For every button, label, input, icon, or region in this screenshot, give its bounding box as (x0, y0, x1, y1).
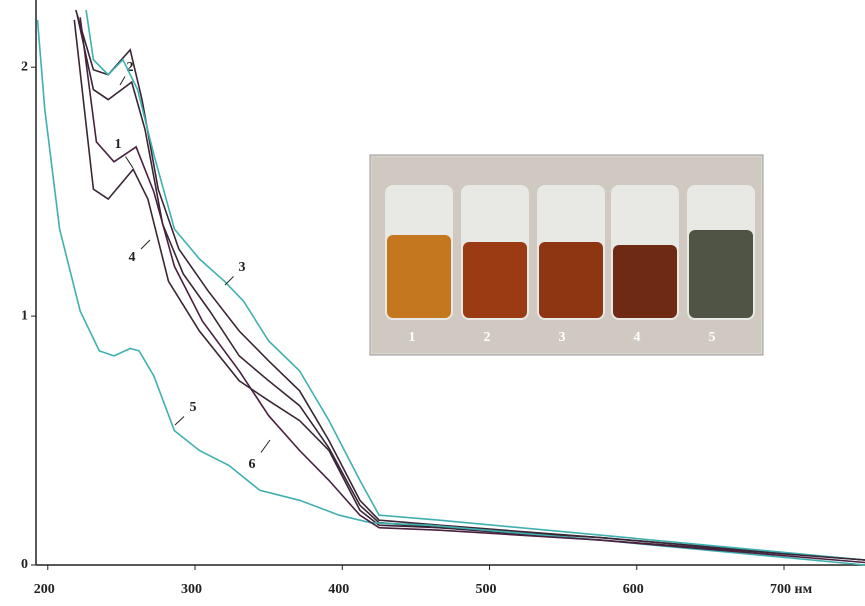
x-tick-label: 600 (623, 582, 644, 597)
vial-liquid (613, 245, 677, 318)
x-tick-label: 500 (476, 582, 497, 597)
inset-photo (370, 155, 763, 355)
series-label: 5 (190, 400, 197, 415)
vial-liquid (689, 230, 753, 318)
vial-liquid (387, 235, 451, 318)
y-tick-label: 1 (21, 308, 28, 323)
label-leader (141, 240, 150, 249)
x-tick-label: 300 (181, 582, 202, 597)
series-label: 1 (115, 137, 122, 152)
y-tick-label: 2 (21, 59, 28, 74)
inset-label: 2 (484, 330, 491, 345)
inset-label: 3 (559, 330, 566, 345)
x-tick-label: 400 (328, 582, 349, 597)
y-tick-label: 0 (21, 557, 28, 572)
inset-label: 4 (634, 330, 641, 345)
inset-label: 1 (409, 330, 416, 345)
label-leader (120, 77, 125, 86)
vials (385, 185, 755, 320)
inset-label: 5 (709, 330, 716, 345)
vial-liquid (539, 242, 603, 318)
x-tick-label: 200 (34, 582, 55, 597)
series-label: 3 (239, 260, 246, 275)
label-leader (225, 277, 234, 286)
series-label: 6 (249, 457, 256, 472)
vial-liquid (463, 242, 527, 318)
x-tick-label: 700 нм (770, 582, 813, 597)
label-leader (175, 417, 184, 426)
series-label: 4 (129, 250, 136, 265)
label-leader (126, 157, 134, 169)
label-leader (261, 440, 270, 453)
